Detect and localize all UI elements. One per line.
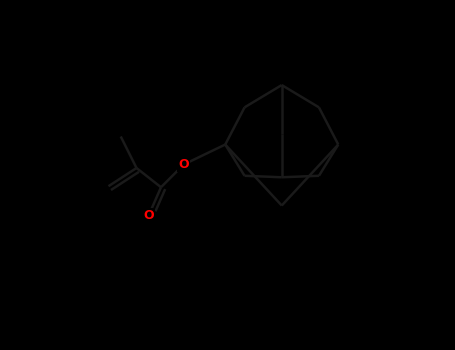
Text: O: O <box>143 209 154 222</box>
Text: O: O <box>178 158 189 171</box>
